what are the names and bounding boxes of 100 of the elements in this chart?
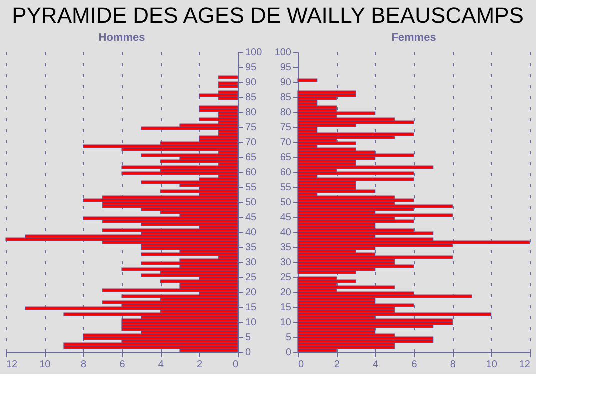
bar [298, 214, 453, 218]
y-tick-label: 5 [286, 332, 292, 344]
bar [298, 90, 356, 94]
bar [298, 112, 376, 116]
bar [102, 300, 238, 304]
bar [298, 190, 376, 194]
y-tick-label: 0 [286, 348, 292, 358]
bar [298, 178, 414, 182]
x-tick-label: 12 [519, 360, 531, 370]
bar [122, 166, 238, 170]
text: PYRAMIDE DES AGES DE WAILLY BEAUSCAMPS [12, 3, 524, 28]
y-tick-label: 80 [246, 108, 258, 118]
y-tick-label: 25 [246, 272, 258, 284]
y-tick-label: 60 [246, 168, 258, 178]
x-tick-label: 0 [232, 360, 239, 370]
y-tick-label: 60 [280, 168, 292, 178]
bar [64, 312, 238, 316]
y-tick-label: 70 [246, 138, 258, 148]
bar [141, 252, 238, 256]
bar [25, 306, 238, 310]
bar [298, 142, 356, 146]
y-tick-label: 30 [246, 258, 258, 268]
y-tick-label: 15 [246, 302, 258, 314]
bar [298, 286, 395, 290]
y-tick-label: 100 [246, 48, 263, 58]
bar [160, 160, 238, 164]
y-tick-label: 65 [246, 152, 258, 164]
bar [298, 294, 472, 298]
bar [298, 154, 414, 158]
x-tick-label: 12 [6, 360, 18, 370]
y-tick-label: 55 [280, 182, 292, 194]
x-tick-label: 0 [298, 360, 304, 370]
bar [122, 172, 238, 176]
bar [199, 106, 238, 110]
bar [122, 294, 238, 298]
bar [83, 334, 238, 338]
bar [298, 336, 434, 340]
bar [298, 204, 453, 208]
x-tick-label: 2 [334, 360, 340, 370]
y-tick-label: 50 [246, 198, 258, 208]
y-tick-label: 75 [246, 122, 258, 134]
x-tick-label: 4 [373, 360, 380, 370]
x-tick-label: 10 [486, 360, 498, 370]
bar [83, 216, 238, 220]
y-tick-label: 90 [246, 78, 258, 88]
bar [298, 256, 453, 260]
y-tick-label: 35 [280, 242, 292, 254]
x-tick-label: 8 [81, 360, 88, 370]
bar [141, 154, 238, 158]
y-tick-label: 10 [246, 318, 258, 328]
bar [298, 304, 414, 308]
bar [298, 78, 318, 82]
y-tick-label: 55 [246, 182, 258, 194]
bar [298, 280, 356, 284]
x-tick-label: 6 [412, 360, 418, 370]
y-tick-label: 10 [280, 318, 292, 328]
chart-title: Hommes [98, 32, 146, 44]
bar [199, 94, 238, 98]
y-tick-label: 75 [280, 122, 292, 134]
bar [141, 126, 238, 130]
y-tick-label: 100 [274, 48, 292, 58]
bar [141, 262, 238, 266]
y-tick-label: 95 [246, 62, 258, 74]
x-tick-label: 10 [40, 360, 52, 370]
bar [218, 82, 238, 86]
bar [122, 268, 238, 272]
y-tick-label: 90 [280, 78, 292, 88]
bar [83, 144, 238, 148]
bar [218, 76, 238, 80]
y-tick-label: 20 [280, 288, 292, 298]
bar [199, 136, 238, 140]
bar [64, 342, 238, 346]
y-tick-label: 85 [246, 92, 258, 104]
bar [298, 172, 414, 176]
y-tick-label: 80 [280, 108, 292, 118]
y-tick-label: 5 [246, 332, 252, 344]
y-tick-label: 45 [280, 212, 292, 224]
y-tick-label: 65 [280, 152, 292, 164]
y-tick-label: 85 [280, 92, 292, 104]
bar [298, 106, 337, 110]
y-tick-label: 70 [280, 138, 292, 148]
chart-title: Femmes [392, 32, 436, 44]
bar [102, 228, 238, 232]
y-tick-label: 40 [280, 228, 292, 238]
y-tick-label: 35 [246, 242, 258, 254]
bar [298, 166, 434, 170]
bar [102, 288, 238, 292]
y-tick-label: 20 [246, 288, 258, 298]
x-tick-label: 4 [158, 360, 164, 370]
y-tick-label: 15 [280, 302, 292, 314]
bar [141, 180, 238, 184]
x-tick-label: 6 [120, 360, 126, 370]
y-tick-label: 40 [246, 228, 258, 238]
bar [199, 118, 238, 122]
y-tick-label: 30 [280, 258, 292, 268]
y-tick-label: 25 [280, 272, 292, 284]
y-tick-label: 50 [280, 198, 292, 208]
x-tick-label: 8 [450, 360, 456, 370]
bar [298, 132, 414, 136]
y-tick-label: 0 [246, 348, 252, 358]
